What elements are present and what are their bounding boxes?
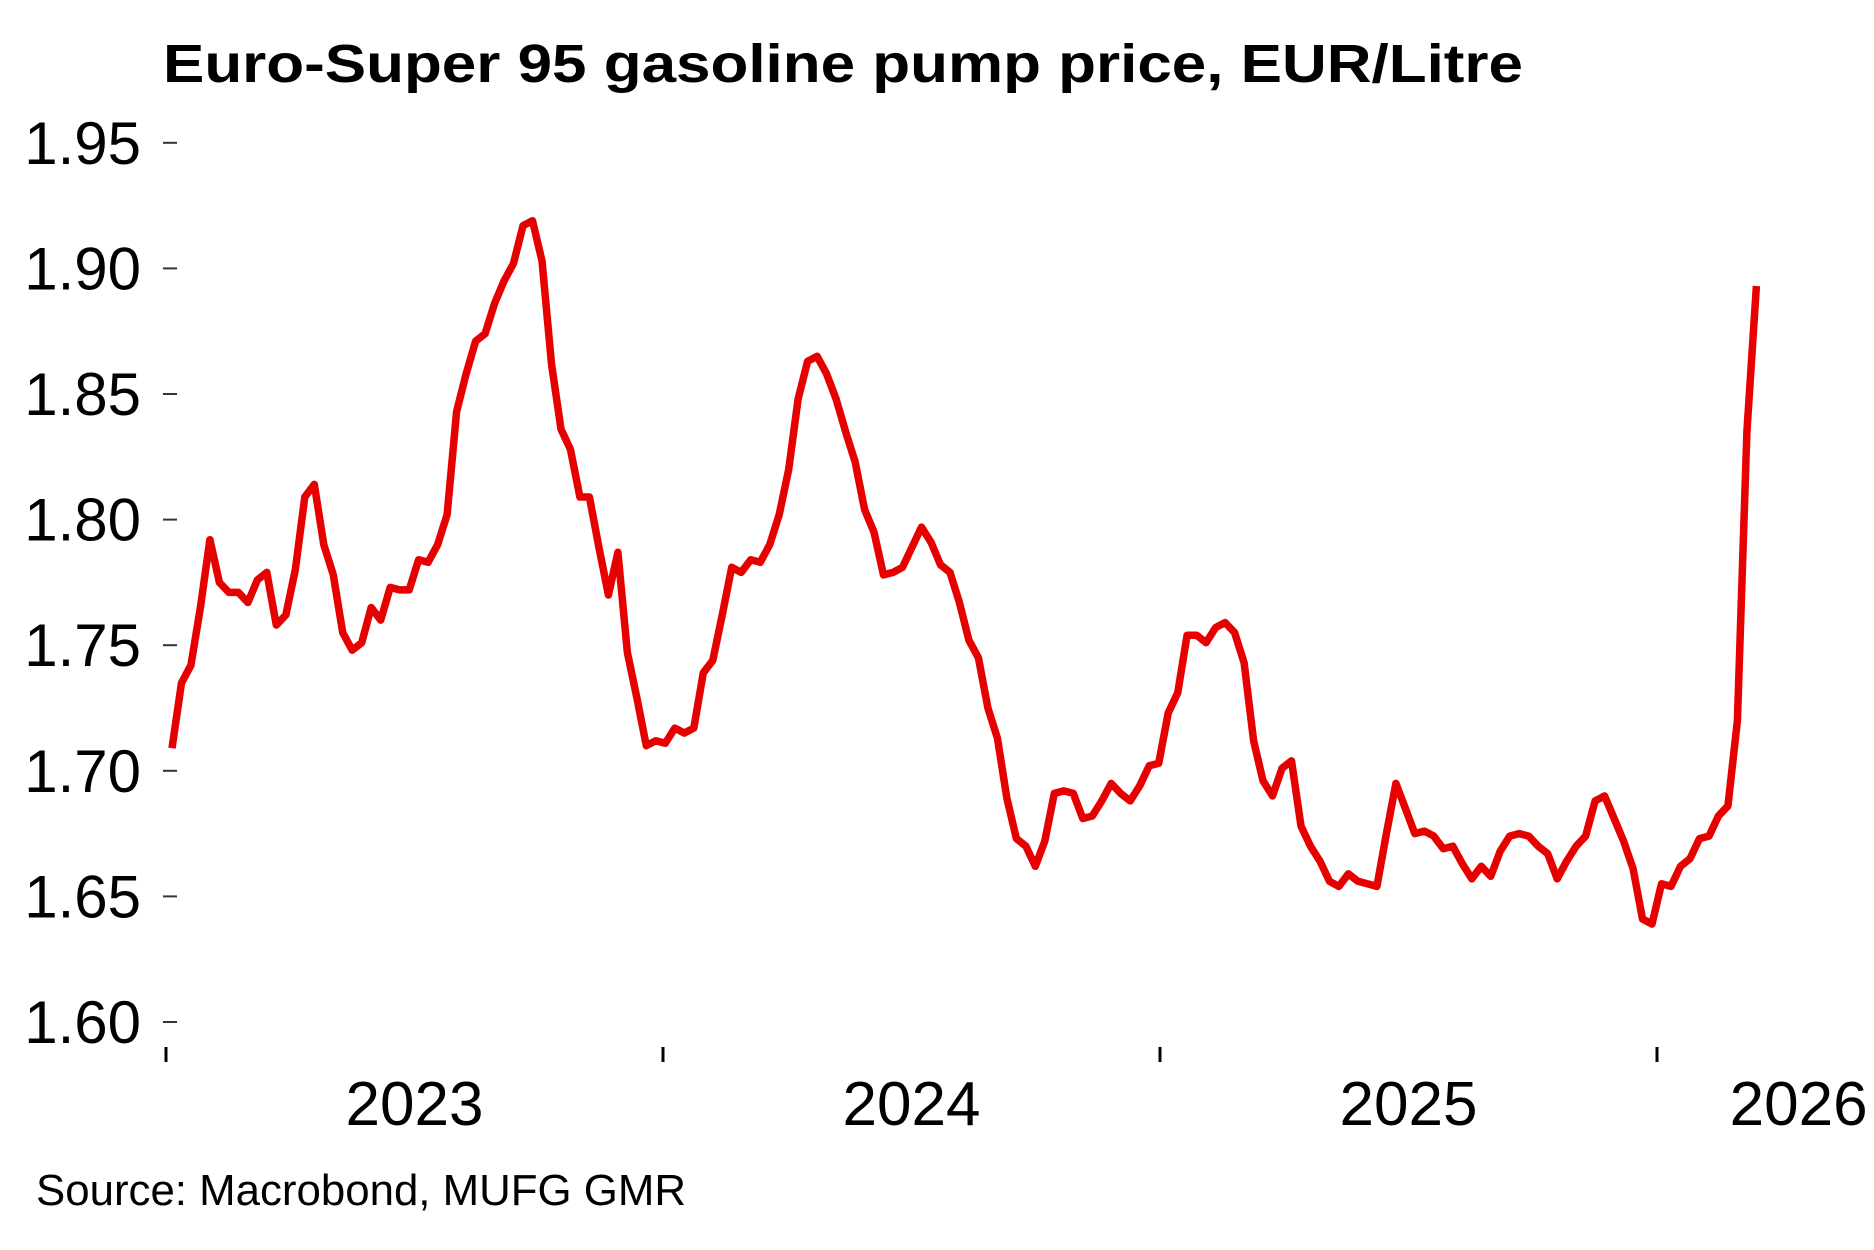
y-tick-label: 1.80 [24, 487, 141, 554]
y-tick-label: 1.90 [24, 235, 141, 302]
y-tick-label: 1.75 [24, 612, 141, 679]
y-axis: 1.60 1.65 1.70 1.75 1.80 1.85 1.90 1.95 [24, 110, 177, 1056]
x-tick-label: 2024 [843, 1070, 981, 1139]
series-line [168, 216, 1761, 928]
y-tick-label: 1.85 [24, 361, 141, 428]
source-note: Source: Macrobond, MUFG GMR [36, 1166, 686, 1215]
chart-title: Euro-Super 95 gasoline pump price, EUR/L… [163, 34, 1523, 94]
y-tick-label: 1.65 [24, 863, 141, 930]
x-tick-label: 2023 [346, 1070, 484, 1139]
x-axis: 2023 2024 2025 2026 [164, 1047, 1868, 1139]
y-tick-label: 1.70 [24, 738, 141, 805]
x-tick-label: 2025 [1340, 1070, 1478, 1139]
y-tick-label: 1.95 [24, 110, 141, 177]
y-tick-label: 1.60 [24, 989, 141, 1056]
x-tick-label: 2026 [1730, 1070, 1868, 1139]
series-layer [168, 216, 1761, 928]
